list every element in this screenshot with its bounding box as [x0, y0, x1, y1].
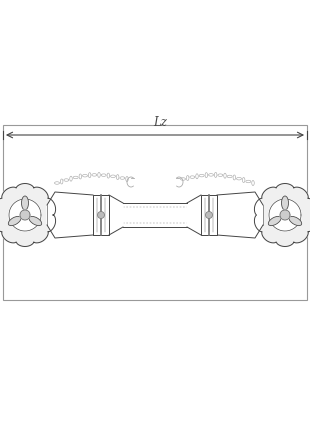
Polygon shape	[20, 210, 30, 220]
Polygon shape	[217, 192, 263, 238]
Ellipse shape	[268, 216, 281, 226]
Polygon shape	[255, 184, 310, 246]
Ellipse shape	[21, 196, 29, 210]
Polygon shape	[0, 184, 55, 246]
Bar	[93, 195, 109, 235]
Polygon shape	[109, 195, 123, 235]
Polygon shape	[269, 199, 301, 231]
Ellipse shape	[281, 196, 289, 210]
Polygon shape	[47, 192, 93, 238]
Ellipse shape	[289, 216, 302, 226]
Ellipse shape	[8, 216, 21, 226]
Ellipse shape	[29, 216, 42, 226]
Polygon shape	[9, 199, 41, 231]
Circle shape	[206, 212, 212, 218]
Circle shape	[98, 212, 104, 218]
Polygon shape	[280, 210, 290, 220]
Text: Lz: Lz	[153, 116, 167, 129]
Bar	[201, 195, 217, 235]
Polygon shape	[187, 195, 201, 235]
Bar	[3, 125, 307, 300]
